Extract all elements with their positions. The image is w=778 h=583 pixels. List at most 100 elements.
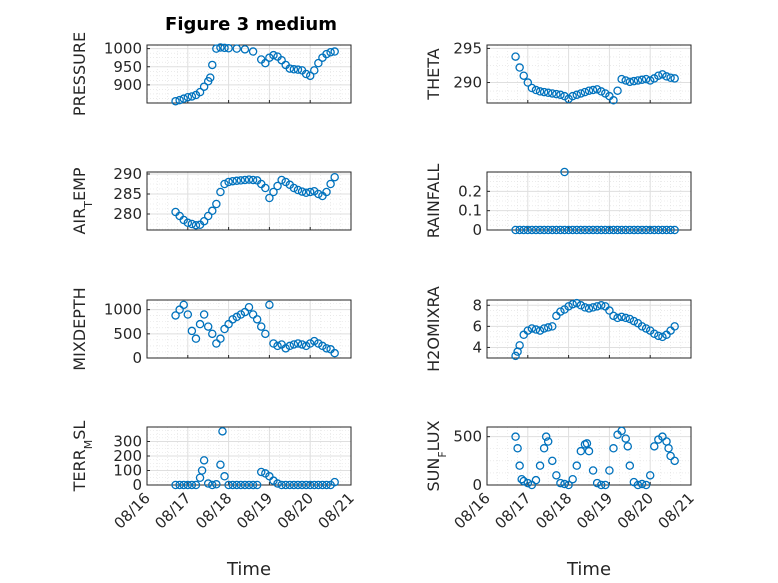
data-point	[523, 78, 533, 87]
data-point	[277, 175, 286, 185]
data-point	[629, 316, 639, 326]
major-grid	[146, 45, 352, 103]
data-point	[572, 90, 582, 100]
figure-title: Figure 3 medium	[165, 14, 337, 35]
data-point	[224, 44, 233, 53]
x-tick-label: 08/20	[274, 489, 317, 532]
data-point	[261, 329, 270, 339]
data-point	[596, 301, 606, 310]
y-tick-label: 200	[113, 447, 142, 465]
data-point	[228, 176, 237, 186]
data-point	[199, 456, 209, 465]
data-point	[515, 63, 524, 72]
axes-box	[146, 44, 352, 104]
data-point	[568, 474, 577, 484]
data-point	[609, 444, 618, 453]
data-point	[535, 87, 545, 96]
major-grid	[486, 300, 692, 358]
y-tick-label: 100	[113, 462, 142, 480]
y-tick-label: 290	[453, 74, 482, 92]
data-point	[519, 71, 528, 80]
data-point	[236, 176, 246, 185]
data-point	[645, 471, 655, 480]
y-axis-label: PRESSURE	[70, 32, 89, 116]
data-point	[637, 75, 647, 85]
data-point	[609, 96, 618, 105]
data-point	[277, 480, 286, 490]
data-point	[224, 319, 233, 329]
data-point	[244, 302, 254, 312]
data-point	[248, 47, 258, 56]
data-point	[654, 225, 663, 235]
data-point	[175, 211, 184, 221]
data-point	[511, 225, 520, 235]
data-point	[248, 310, 258, 319]
data-point	[658, 70, 667, 79]
subplot-mixdepth: 0 500 1000 MIXDEPTH	[70, 287, 352, 371]
data-point	[670, 322, 679, 331]
data-point	[650, 225, 659, 235]
data-point	[195, 87, 205, 97]
data-point	[552, 471, 561, 480]
data-point	[281, 480, 290, 490]
data-point	[171, 96, 180, 106]
data-point	[601, 480, 610, 490]
data-point	[220, 179, 229, 189]
data-point	[629, 225, 639, 235]
data-point	[666, 225, 675, 235]
minor-grid	[486, 171, 692, 230]
data-point	[605, 306, 614, 315]
data-point	[596, 87, 606, 96]
data-series	[511, 426, 679, 490]
data-point	[613, 86, 622, 95]
data-point	[252, 315, 262, 324]
data-point	[568, 91, 577, 101]
subplot-rainfall: 00.1 0.2 RAINFALL	[424, 164, 692, 239]
data-point	[592, 85, 602, 94]
data-point	[314, 189, 323, 199]
x-axis-label: Time	[566, 559, 611, 580]
data-point	[633, 76, 643, 85]
data-point	[576, 89, 586, 98]
data-series	[171, 427, 339, 490]
data-point	[543, 323, 553, 332]
data-point	[588, 303, 598, 312]
data-point	[301, 69, 311, 79]
subplot-sun-flux: 0 500SUNFLUX08/1608/1708/1808/1908/2008/2…	[424, 420, 698, 580]
data-point	[596, 225, 606, 235]
data-point	[582, 439, 592, 448]
data-point	[218, 427, 227, 436]
data-point	[191, 220, 201, 230]
x-axis-label: Time	[226, 559, 271, 580]
data-point	[322, 480, 331, 490]
data-point	[617, 74, 626, 84]
data-point	[654, 331, 663, 341]
data-point	[552, 225, 561, 235]
data-point	[232, 480, 242, 490]
data-point	[301, 188, 311, 198]
data-point	[208, 480, 217, 490]
data-point	[273, 479, 282, 488]
minor-grid	[486, 299, 692, 359]
data-point	[228, 480, 237, 490]
data-point	[301, 480, 311, 490]
x-tick-label: 08/20	[614, 489, 657, 532]
data-point	[305, 187, 315, 197]
data-point	[670, 74, 679, 83]
data-point	[609, 225, 618, 235]
data-point	[662, 225, 671, 235]
data-point	[310, 480, 319, 490]
data-point	[584, 86, 594, 95]
data-point	[224, 480, 233, 490]
data-point	[670, 225, 679, 235]
data-point	[633, 480, 643, 490]
data-point	[199, 82, 209, 91]
data-point	[560, 479, 569, 489]
data-point	[330, 47, 339, 56]
data-point	[523, 478, 533, 488]
y-tick-label: 500	[113, 325, 142, 343]
data-point	[519, 225, 528, 235]
data-point	[543, 88, 553, 98]
data-point	[613, 225, 622, 235]
data-point	[216, 43, 225, 52]
